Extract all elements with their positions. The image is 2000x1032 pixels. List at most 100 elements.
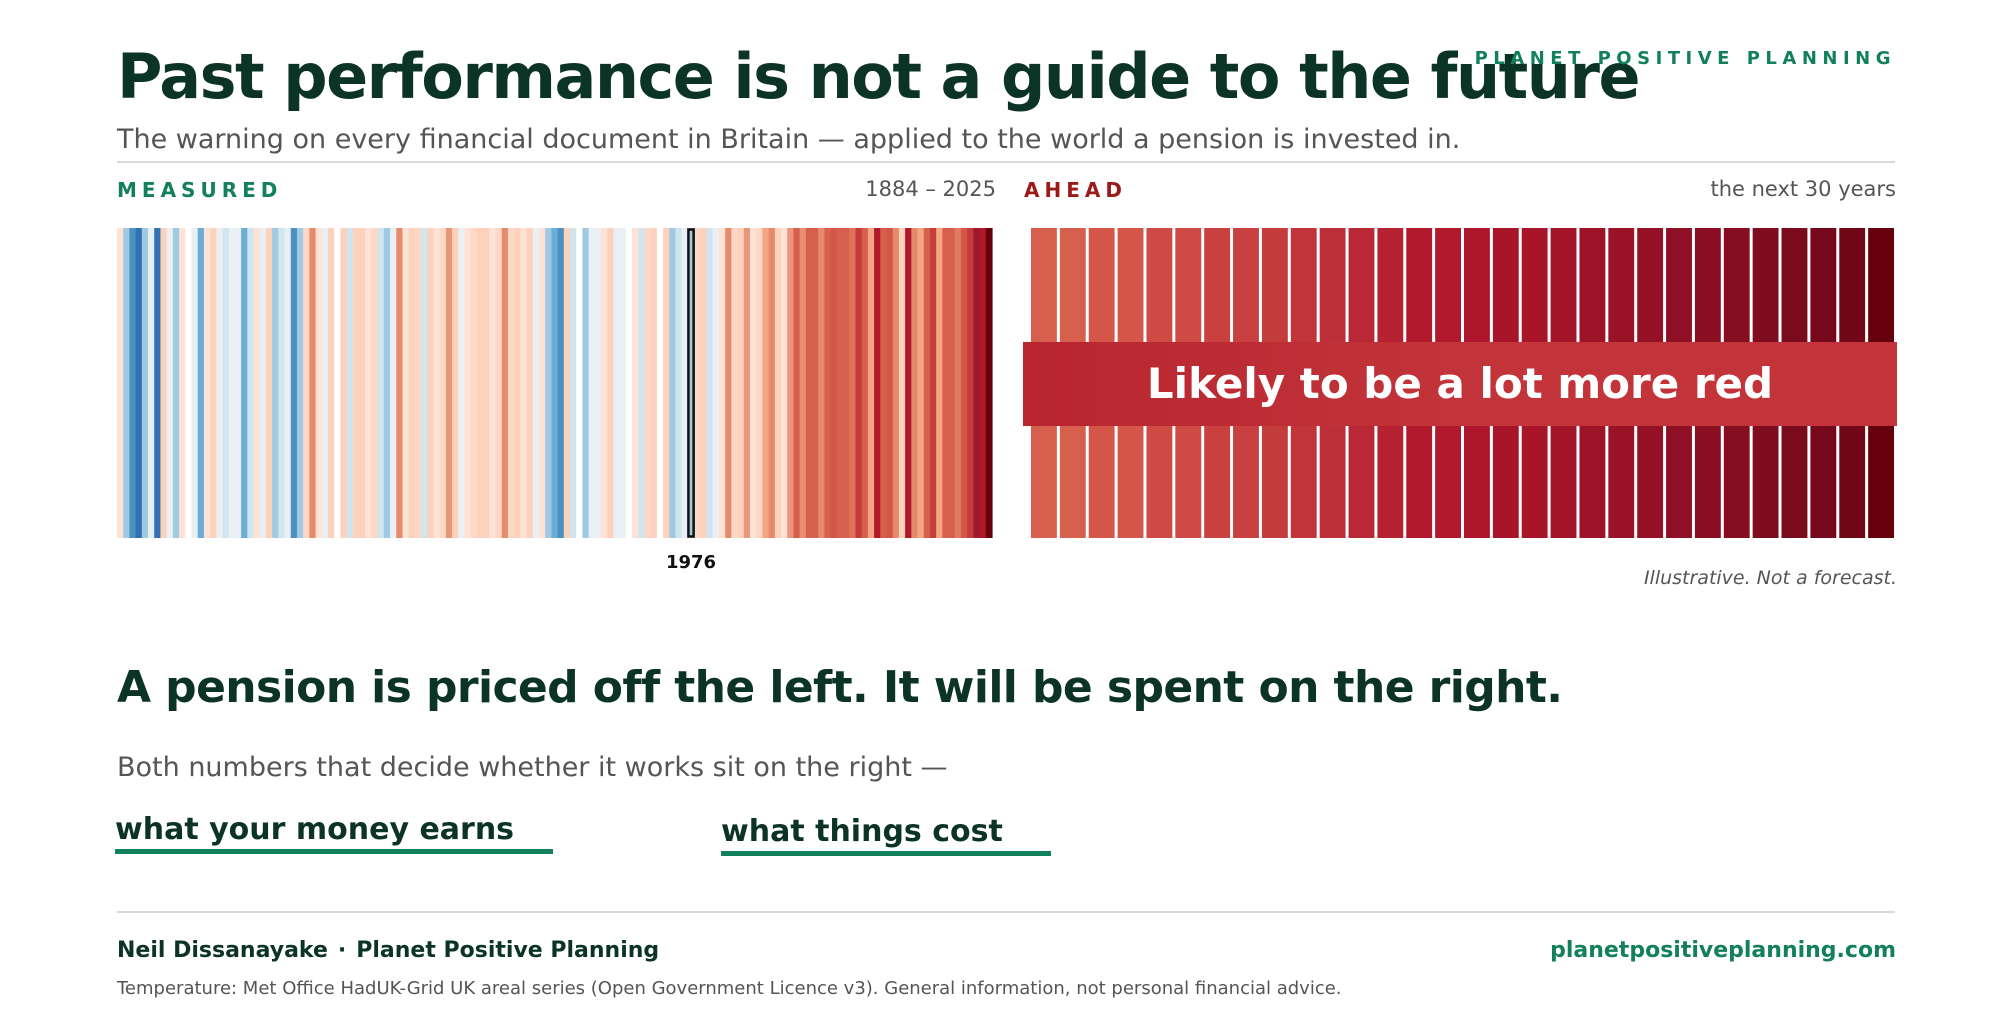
measured-stripe [687, 228, 695, 538]
measured-stripe [396, 228, 404, 538]
measured-stripe [942, 228, 950, 538]
measured-stripe [352, 228, 360, 538]
measured-stripe [526, 228, 534, 538]
measured-stripe [433, 228, 441, 538]
measured-stripe [836, 228, 844, 538]
measured-stripe [545, 228, 552, 538]
term-left-underline [115, 849, 553, 854]
measured-stripe [911, 228, 919, 538]
measured-stripe [960, 228, 968, 538]
measured-stripe [402, 228, 410, 538]
measured-stripe [514, 228, 521, 538]
measured-stripe [880, 228, 888, 538]
measured-stripe [805, 228, 813, 538]
measured-stripe [278, 228, 286, 538]
measured-stripe [346, 228, 354, 538]
measured-range-label: 1884 – 2025 [865, 177, 996, 201]
term-left: what your money earns [115, 812, 553, 854]
footer-url-link[interactable]: planetpositiveplanning.com [1550, 938, 1896, 963]
measured-stripe [892, 228, 900, 538]
measured-stripe [762, 228, 770, 538]
measured-stripe [427, 228, 435, 538]
brand-label: PLANET POSITIVE PLANNING [1474, 48, 1896, 69]
measured-stripe [458, 228, 466, 538]
measured-stripe [601, 228, 608, 538]
measured-stripe [663, 228, 670, 538]
measured-label: MEASURED [117, 178, 283, 202]
measured-stripe [905, 228, 912, 538]
measured-stripe [855, 228, 863, 538]
measured-stripe [557, 228, 565, 538]
measured-stripe [371, 228, 379, 538]
measured-stripe [706, 228, 714, 538]
measured-stripe [551, 228, 559, 538]
measured-stripe [613, 228, 621, 538]
measured-stripe [489, 228, 497, 538]
ahead-label: AHEAD [1024, 178, 1127, 202]
measured-stripe [464, 228, 472, 538]
author-name: Neil Dissanayake [117, 938, 328, 963]
measured-stripe [694, 228, 701, 538]
measured-stripe [948, 228, 956, 538]
measured-stripe [570, 228, 577, 538]
measured-stripe [439, 228, 447, 538]
measured-stripe [787, 228, 795, 538]
measured-stripe [979, 228, 987, 538]
measured-stripe [886, 228, 894, 538]
measured-stripe [799, 228, 807, 538]
measured-stripe [638, 228, 646, 538]
measured-stripe [818, 228, 826, 538]
ahead-range-label: the next 30 years [1710, 177, 1896, 201]
measured-stripe [985, 228, 993, 538]
measured-stripe [923, 228, 931, 538]
measured-stripe [830, 228, 838, 538]
message-headline: A pension is priced off the left. It wil… [117, 662, 1563, 713]
term-right-text: what things cost [721, 814, 1003, 849]
measured-stripe [898, 228, 906, 538]
measured-stripe [377, 228, 385, 538]
highlight-year-marker [687, 228, 695, 538]
measured-stripe [588, 228, 596, 538]
header-divider [117, 161, 1895, 163]
measured-stripe [129, 228, 137, 538]
measured-stripe [594, 228, 602, 538]
measured-stripe [768, 228, 776, 538]
measured-stripe [123, 228, 131, 538]
measured-stripe [607, 228, 615, 538]
measured-stripe [315, 228, 323, 538]
measured-stripe [812, 228, 819, 538]
measured-stripe [675, 228, 683, 538]
measured-stripe [483, 228, 490, 538]
measured-stripe [259, 228, 267, 538]
measured-stripe [117, 228, 124, 538]
measured-stripe [749, 228, 757, 538]
footer-author: Neil Dissanayake · Planet Positive Plannin… [117, 938, 659, 963]
measured-stripe [179, 228, 186, 538]
measured-stripe [756, 228, 763, 538]
measured-stripe [644, 228, 652, 538]
measured-stripe [476, 228, 484, 538]
measured-stripe [290, 228, 298, 538]
warming-stripes-chart: Likely to be a lot more red 1976 Illustr… [117, 228, 1897, 589]
measured-stripe [166, 228, 174, 538]
measured-stripe [495, 228, 503, 538]
measured-stripe [185, 228, 193, 538]
measured-stripe [365, 228, 373, 538]
measured-stripe [154, 228, 162, 538]
measured-stripe [731, 228, 739, 538]
measured-stripe [917, 228, 925, 538]
measured-stripe [222, 228, 230, 538]
measured-stripe [824, 228, 832, 538]
measured-stripe [470, 228, 478, 538]
measured-stripe [327, 228, 335, 538]
measured-stripe [867, 228, 875, 538]
measured-stripe [408, 228, 416, 538]
measured-stripe [632, 228, 639, 538]
measured-stripe [383, 228, 391, 538]
highlight-year-label: 1976 [666, 552, 716, 573]
measured-stripe [141, 228, 149, 538]
measured-stripe [737, 228, 745, 538]
measured-stripe [172, 228, 180, 538]
measured-stripe [849, 228, 857, 538]
measured-stripe [321, 228, 329, 538]
